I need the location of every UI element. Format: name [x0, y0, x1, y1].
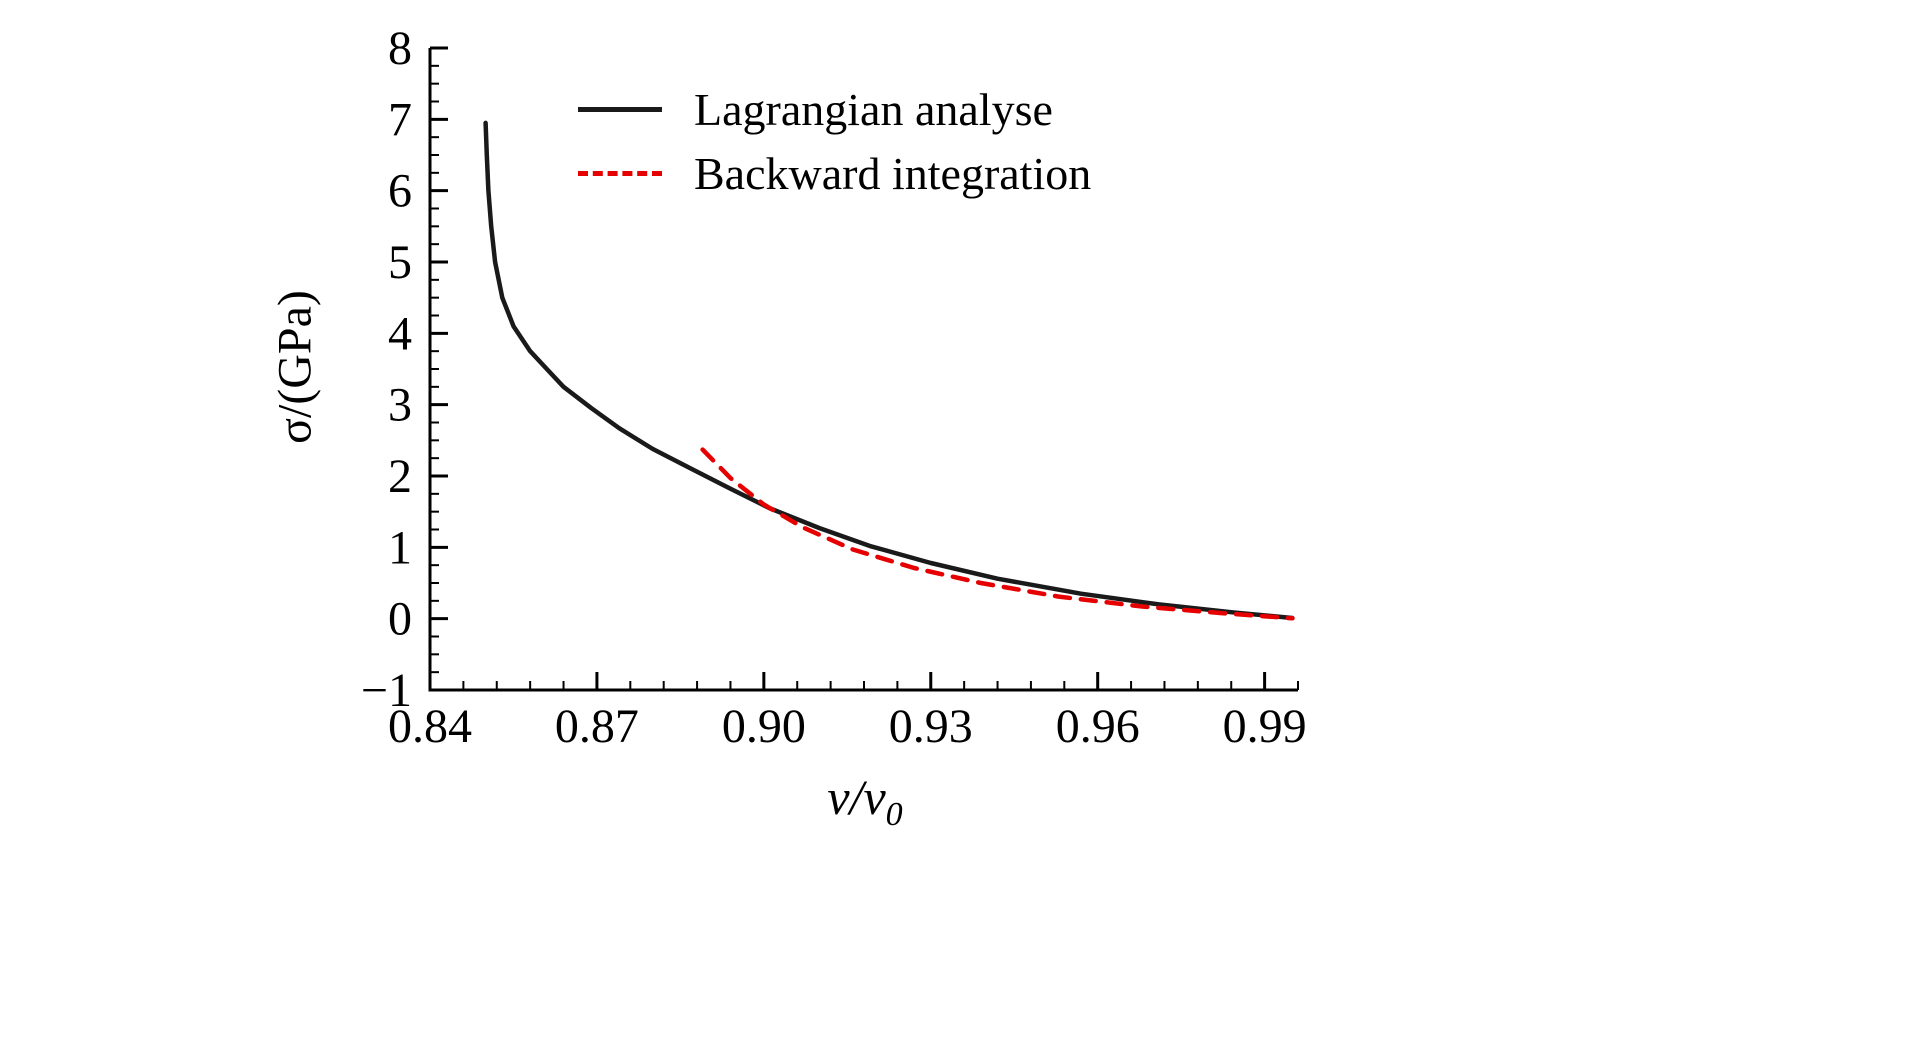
- x-axis-label-subscript: 0: [885, 796, 903, 833]
- y-tick-label: 0: [388, 593, 412, 646]
- y-tick-label: 7: [388, 93, 412, 146]
- legend-label: Lagrangian analyse: [694, 83, 1053, 135]
- y-tick-label: 4: [388, 307, 412, 360]
- legend-line-solid-icon: [578, 106, 662, 112]
- x-axis-label: v/v0: [827, 768, 902, 834]
- x-tick-label: 0.90: [722, 700, 806, 753]
- legend: Lagrangian analyse Backward integration: [578, 83, 1092, 199]
- y-tick-label: 3: [388, 379, 412, 432]
- legend-line-dashed-icon: [578, 170, 662, 176]
- x-tick-label: 0.84: [388, 700, 472, 753]
- legend-item-lagrangian: Lagrangian analyse: [578, 83, 1091, 135]
- x-tick-label: 0.96: [1056, 700, 1140, 753]
- y-tick-label: 8: [388, 22, 412, 75]
- y-tick-label: −1: [361, 664, 412, 717]
- series-line-solid: [483, 120, 1295, 621]
- x-tick-label: 0.87: [555, 700, 639, 753]
- x-axis-label-main: v/v: [827, 769, 886, 825]
- x-tick-label: 0.93: [889, 700, 973, 753]
- x-tick-label: 0.99: [1223, 700, 1307, 753]
- series-line-dashed: [700, 447, 1295, 621]
- y-tick-label: 2: [388, 450, 412, 503]
- legend-label: Backward integration: [694, 147, 1092, 199]
- y-tick-label: 1: [388, 521, 412, 574]
- y-tick-label: 6: [388, 165, 412, 218]
- y-tick-label: 5: [388, 236, 412, 289]
- y-axis-label: σ/(GPa): [268, 290, 322, 444]
- legend-item-backward: Backward integration: [578, 147, 1092, 199]
